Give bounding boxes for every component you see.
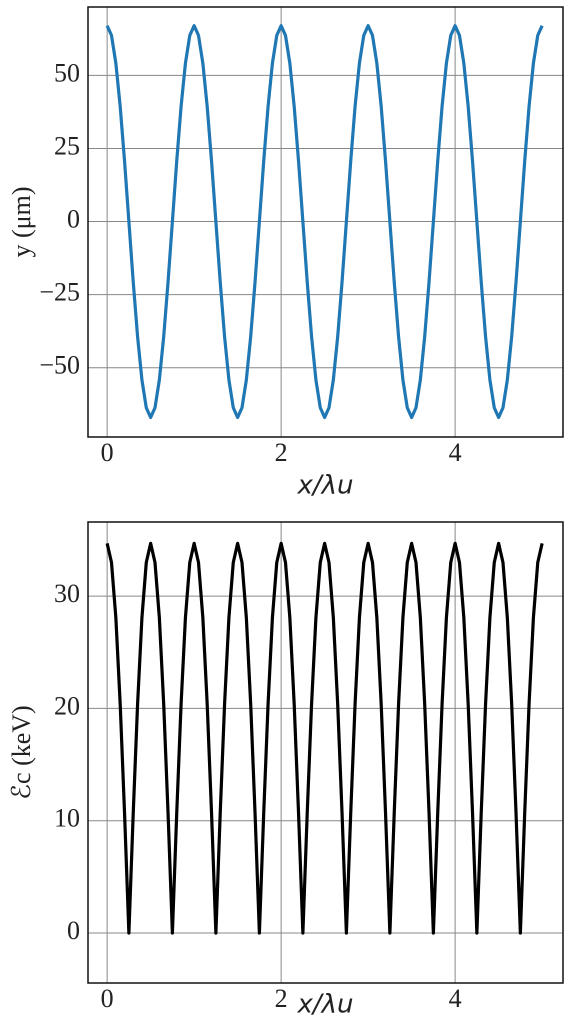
y-tick-label: 20 [54, 691, 80, 720]
x-axis-label: x/λu [296, 990, 353, 1020]
data-line [105, 24, 544, 420]
y-tick-label: 30 [54, 579, 80, 608]
x-tick-label: 4 [449, 984, 462, 1013]
y-tick-label: 25 [54, 131, 80, 160]
y-tick-label: −25 [39, 278, 80, 307]
x-tick-label: 0 [101, 438, 114, 467]
y-axis-label: y (μm) [7, 187, 36, 258]
y-tick-label: 0 [67, 205, 80, 234]
axes-frame [87, 521, 564, 984]
y-axis-label: ℰc (keV) [7, 705, 36, 799]
y-tick-label: 10 [54, 804, 80, 833]
y-tick-label: −50 [39, 351, 80, 380]
x-tick-label: 0 [101, 984, 114, 1013]
x-tick-label: 2 [275, 438, 288, 467]
x-axis-label: x/λu [296, 471, 353, 501]
y-tick-label: 0 [67, 916, 80, 945]
data-line [105, 541, 544, 935]
x-tick-label: 2 [275, 984, 288, 1013]
y-tick-label: 50 [54, 58, 80, 87]
axes-frame [87, 6, 564, 438]
x-tick-label: 4 [449, 438, 462, 467]
